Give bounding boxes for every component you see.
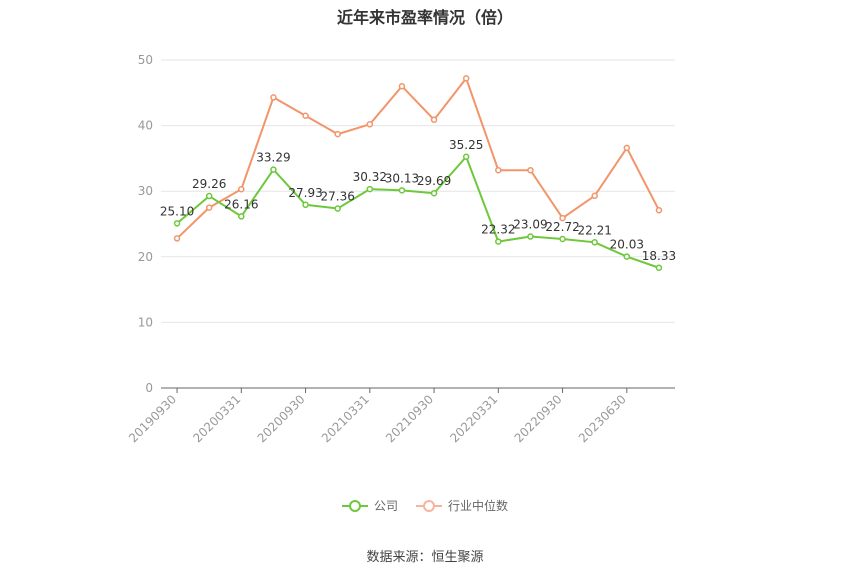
company-point[interactable]	[205, 192, 213, 200]
company-data-label: 25.10	[160, 204, 194, 218]
chart-title: 近年来市盈率情况（倍）	[336, 8, 513, 27]
industry-point[interactable]	[366, 121, 374, 128]
industry-point[interactable]	[173, 235, 181, 242]
industry-point[interactable]	[655, 206, 663, 214]
industry-series-line	[176, 76, 660, 240]
company-data-label: 33.29	[256, 151, 290, 165]
company-point[interactable]	[366, 185, 374, 193]
industry-point[interactable]	[270, 94, 277, 101]
industry-point[interactable]	[334, 130, 341, 138]
x-tick-label: 20220331	[447, 392, 500, 445]
company-data-label: 20.03	[610, 238, 644, 252]
company-data-label: 35.25	[449, 138, 483, 152]
legend-item-industry[interactable]: 行业中位数	[416, 497, 508, 514]
x-tick-label: 20200930	[255, 392, 308, 445]
company-point[interactable]	[591, 239, 598, 246]
legend-industry-label: 行业中位数	[448, 499, 509, 513]
industry-point[interactable]	[623, 144, 631, 152]
company-data-label: 27.93	[288, 186, 322, 200]
company-point[interactable]	[495, 238, 502, 245]
industry-point[interactable]	[238, 185, 245, 193]
x-tick-label: 20220930	[512, 392, 565, 445]
company-data-label: 29.26	[192, 177, 226, 191]
y-tick-label: 30	[138, 184, 153, 198]
company-point[interactable]	[398, 187, 406, 194]
y-tick-label: 10	[138, 315, 153, 329]
company-point[interactable]	[302, 201, 309, 209]
company-data-label: 29.69	[417, 174, 451, 188]
company-data-label: 23.09	[513, 218, 547, 232]
company-data-label: 30.13	[385, 171, 419, 185]
company-data-label: 22.72	[545, 220, 579, 234]
company-data-label: 30.32	[353, 170, 387, 184]
legend: 公司 行业中位数	[0, 497, 850, 514]
industry-point[interactable]	[398, 82, 406, 90]
company-point[interactable]	[334, 205, 341, 212]
x-tick-label: 20190930	[126, 392, 179, 445]
industry-point[interactable]	[205, 204, 213, 211]
industry-point[interactable]	[559, 214, 566, 222]
company-point[interactable]	[623, 253, 631, 260]
company-data-label: 22.32	[481, 223, 515, 237]
x-tick-label: 20210331	[319, 392, 372, 445]
company-data-label: 22.21	[578, 223, 612, 237]
industry-point[interactable]	[430, 116, 438, 123]
industry-point[interactable]	[302, 112, 309, 120]
x-tick-label: 20200331	[190, 392, 243, 445]
y-tick-label: 20	[138, 250, 153, 264]
legend-company-label: 公司	[373, 499, 398, 513]
industry-point[interactable]	[462, 75, 470, 82]
legend-industry-marker-icon	[416, 499, 442, 512]
company-point[interactable]	[527, 233, 534, 240]
industry-point[interactable]	[591, 192, 598, 200]
legend-company-marker-icon	[341, 499, 368, 512]
series	[173, 75, 663, 272]
company-point[interactable]	[430, 189, 438, 197]
company-point[interactable]	[559, 235, 566, 243]
industry-point[interactable]	[527, 166, 534, 174]
x-tick-label: 20230630	[576, 392, 629, 445]
industry-point[interactable]	[495, 166, 502, 174]
company-point[interactable]	[462, 153, 470, 161]
company-data-label: 26.16	[224, 197, 258, 211]
company-data-label: 18.33	[642, 249, 676, 263]
y-tick-label: 0	[145, 381, 153, 395]
x-tick-label: 20210930	[383, 392, 436, 445]
company-data-label: 27.36	[321, 190, 355, 204]
y-tick-label: 50	[138, 53, 153, 67]
company-series-line	[176, 154, 660, 269]
company-point[interactable]	[270, 166, 277, 173]
source-note: 数据来源：恒生聚源	[366, 550, 484, 565]
company-point[interactable]	[173, 220, 181, 227]
y-tick-label: 40	[138, 119, 153, 133]
company-point[interactable]	[655, 264, 663, 272]
legend-item-company[interactable]: 公司	[341, 497, 398, 514]
company-point[interactable]	[238, 213, 245, 220]
